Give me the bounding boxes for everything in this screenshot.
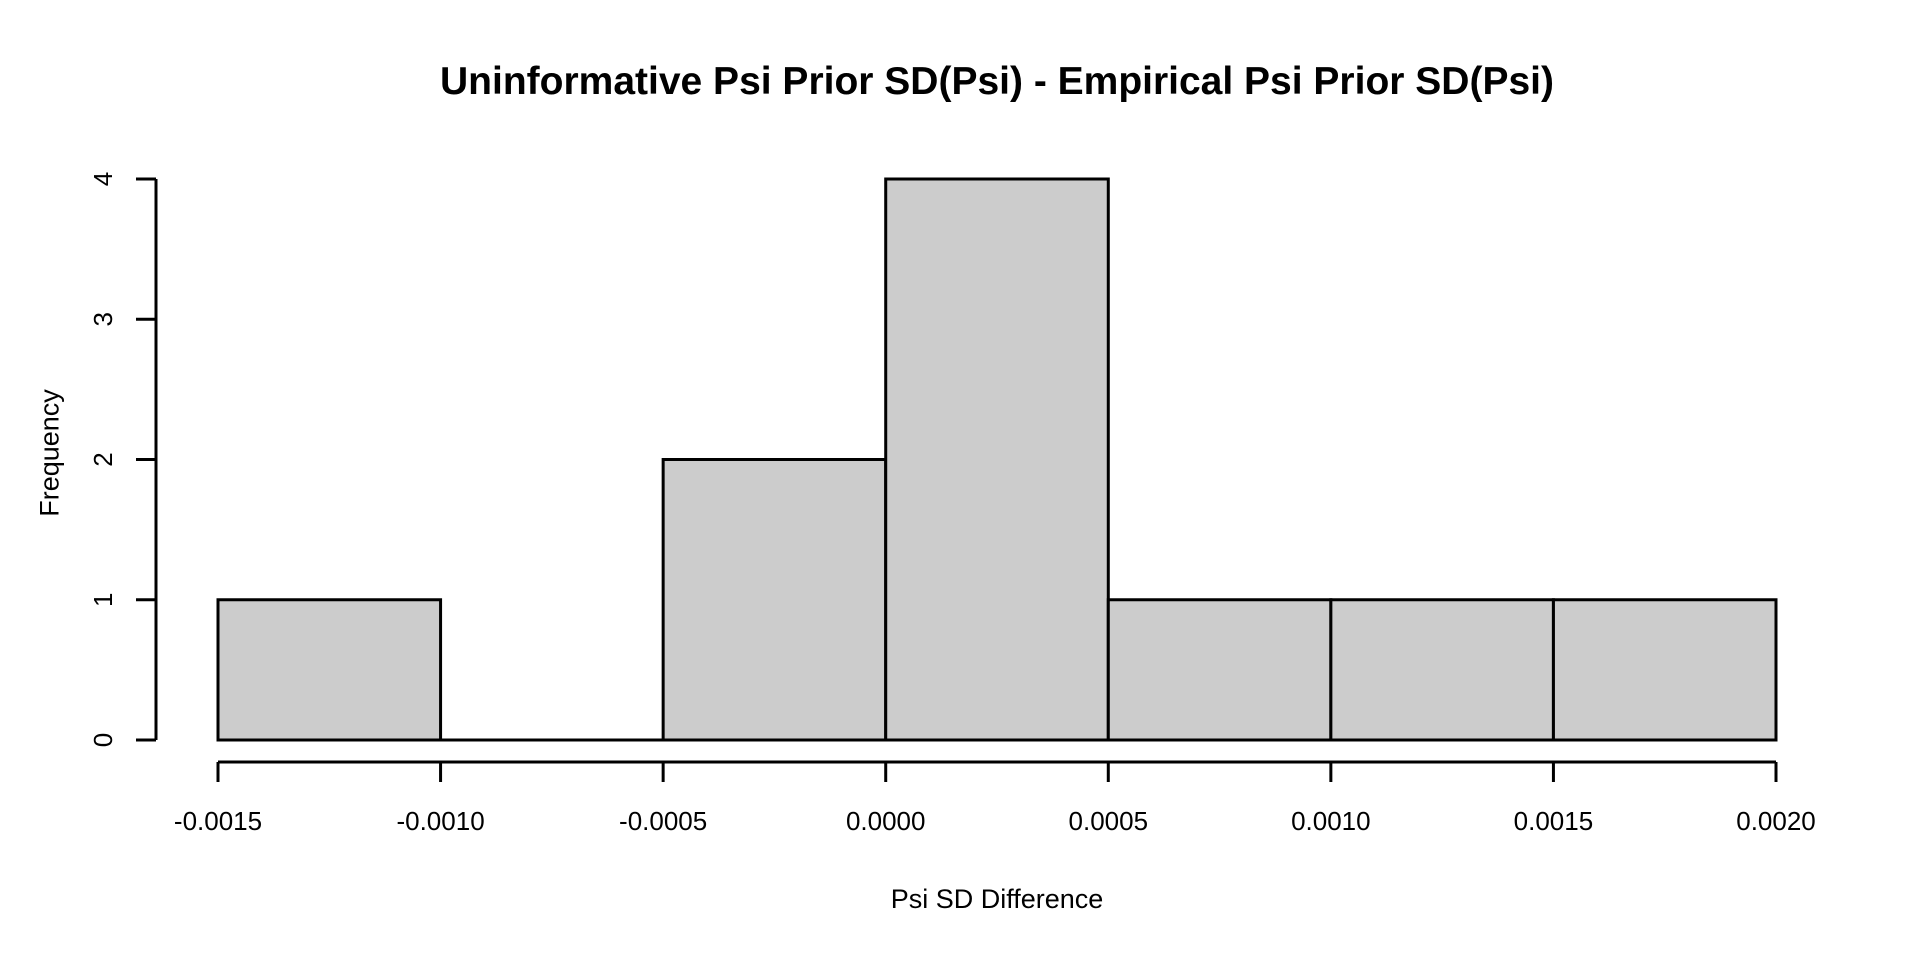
x-tick-label: 0.0005 xyxy=(1069,806,1149,836)
histogram-bar xyxy=(884,177,1110,742)
y-tick-label: 3 xyxy=(88,312,118,326)
y-axis: 0 1 2 3 4 xyxy=(88,172,158,747)
x-tick-label: 0.0000 xyxy=(846,806,926,836)
chart-title: Uninformative Psi Prior SD(Psi) - Empiri… xyxy=(440,60,1554,103)
histogram-bar xyxy=(216,598,443,742)
y-tick-label: 2 xyxy=(88,452,118,466)
x-tick-label: 0.0015 xyxy=(1514,806,1594,836)
histogram-bar xyxy=(1329,598,1555,742)
x-tick-label: -0.0015 xyxy=(174,806,262,836)
histogram-bar xyxy=(1551,598,1778,742)
x-tick-label: -0.0010 xyxy=(396,806,484,836)
y-tick-label: 4 xyxy=(88,172,118,186)
histogram-bar xyxy=(1106,598,1333,742)
x-tick-label: 0.0010 xyxy=(1291,806,1371,836)
x-tick-label: -0.0005 xyxy=(619,806,707,836)
x-tick-label: 0.0020 xyxy=(1736,806,1816,836)
x-axis: -0.0015 -0.0010 -0.0005 0.0000 0.0005 0.0010 0… xyxy=(174,760,1816,836)
bars-group xyxy=(216,177,1778,742)
y-axis-label: Frequency xyxy=(34,389,65,517)
x-axis-label: Psi SD Difference xyxy=(890,884,1104,914)
y-tick-label: 0 xyxy=(88,733,118,747)
y-tick-label: 1 xyxy=(88,593,118,607)
histogram-bar xyxy=(661,458,888,742)
